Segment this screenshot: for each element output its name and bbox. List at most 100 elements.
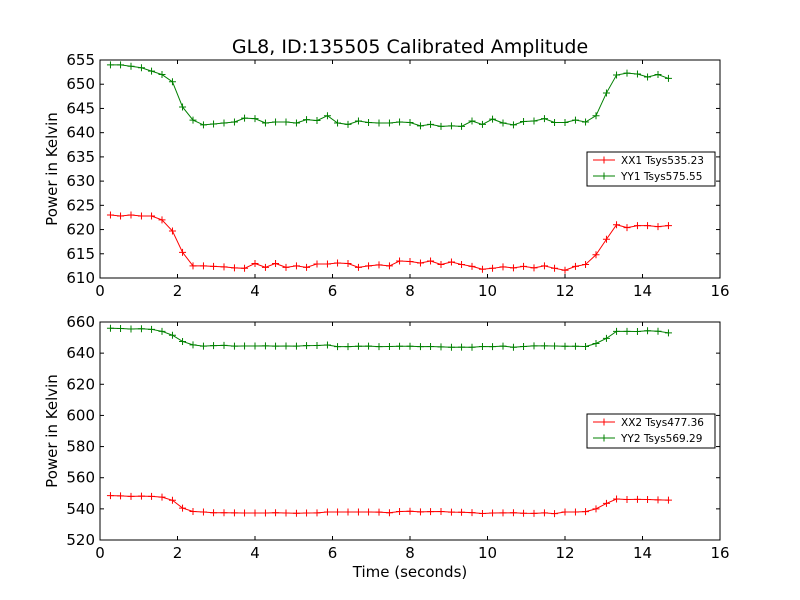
data-point (509, 121, 517, 129)
data-point (602, 334, 610, 342)
data-point (344, 508, 352, 516)
data-point (561, 342, 569, 350)
legend: XX2 Tsys477.36 YY2 Tsys569.29 (586, 413, 716, 449)
data-point (427, 508, 435, 516)
data-point (189, 262, 197, 270)
data-point (168, 78, 176, 86)
data-point (241, 509, 249, 517)
data-point (489, 115, 497, 123)
x-tick-label: 10 (478, 544, 497, 562)
data-point (458, 260, 466, 268)
data-point (158, 493, 166, 501)
data-point (344, 259, 352, 267)
data-point (127, 211, 135, 219)
data-point (468, 509, 476, 517)
data-point (303, 342, 311, 350)
x-tick-label: 12 (555, 544, 574, 562)
data-point (106, 211, 114, 219)
data-point (458, 122, 466, 130)
data-point (261, 263, 269, 271)
x-tick-label: 0 (95, 544, 105, 562)
data-point (282, 263, 290, 271)
data-point (509, 264, 517, 272)
data-point (540, 342, 548, 350)
data-point (644, 73, 652, 81)
data-point (520, 262, 528, 270)
y-tick-label: 645 (66, 99, 95, 117)
data-point (437, 260, 445, 268)
data-point (282, 509, 290, 517)
data-point (272, 259, 280, 267)
data-point (189, 341, 197, 349)
data-point (571, 262, 579, 270)
data-point (220, 263, 228, 271)
data-point (396, 342, 404, 350)
y-tick-label: 610 (66, 269, 95, 287)
data-point (427, 257, 435, 265)
data-point (272, 509, 280, 517)
data-point (602, 235, 610, 243)
data-point (158, 327, 166, 335)
data-point (499, 263, 507, 271)
data-point (148, 325, 156, 333)
data-point (365, 262, 373, 270)
data-point (551, 264, 559, 272)
data-point (313, 509, 321, 517)
data-point (561, 118, 569, 126)
y-tick-label: 600 (66, 406, 95, 424)
data-point (478, 120, 486, 128)
data-point (468, 117, 476, 125)
data-point (199, 121, 207, 129)
data-point (137, 492, 145, 500)
data-point (385, 509, 393, 517)
data-point (458, 508, 466, 516)
x-tick-label: 16 (710, 282, 729, 300)
data-point (189, 508, 197, 515)
data-point (127, 62, 135, 70)
legend-marker (600, 434, 608, 442)
y-tick-label: 520 (66, 531, 95, 549)
data-point (344, 343, 352, 351)
y-tick-label: 620 (66, 221, 95, 239)
data-point (633, 70, 641, 78)
data-point (148, 212, 156, 220)
data-point (251, 509, 259, 517)
data-point (416, 122, 424, 130)
data-point (137, 64, 145, 72)
data-point (375, 343, 383, 351)
y-tick-label: 625 (66, 196, 95, 214)
data-point (623, 69, 631, 77)
data-point (540, 509, 548, 517)
data-point (447, 122, 455, 130)
data-point (592, 251, 600, 259)
legend-label: YY2 Tsys569.29 (620, 433, 702, 445)
data-point (261, 119, 269, 127)
data-point (375, 261, 383, 269)
data-point (447, 343, 455, 351)
data-point (334, 119, 342, 127)
data-point (623, 327, 631, 335)
data-point (199, 262, 207, 270)
data-point (602, 89, 610, 97)
data-point (427, 342, 435, 350)
data-point (189, 116, 197, 124)
data-point (137, 325, 145, 333)
data-point (282, 342, 290, 350)
data-point (520, 509, 528, 517)
data-point (210, 509, 218, 517)
data-point (633, 495, 641, 503)
x-tick-label: 0 (95, 282, 105, 300)
data-point (365, 342, 373, 350)
data-point (220, 509, 228, 517)
data-point (106, 61, 114, 69)
data-point (354, 508, 362, 516)
data-point (292, 509, 300, 517)
data-point (241, 264, 249, 272)
legend-marker (600, 156, 608, 164)
y-tick-label: 540 (66, 500, 95, 518)
data-point (385, 119, 393, 127)
data-point (468, 343, 476, 351)
y-tick-label: 650 (66, 75, 95, 93)
data-point (106, 492, 114, 500)
legend-box (586, 151, 716, 187)
